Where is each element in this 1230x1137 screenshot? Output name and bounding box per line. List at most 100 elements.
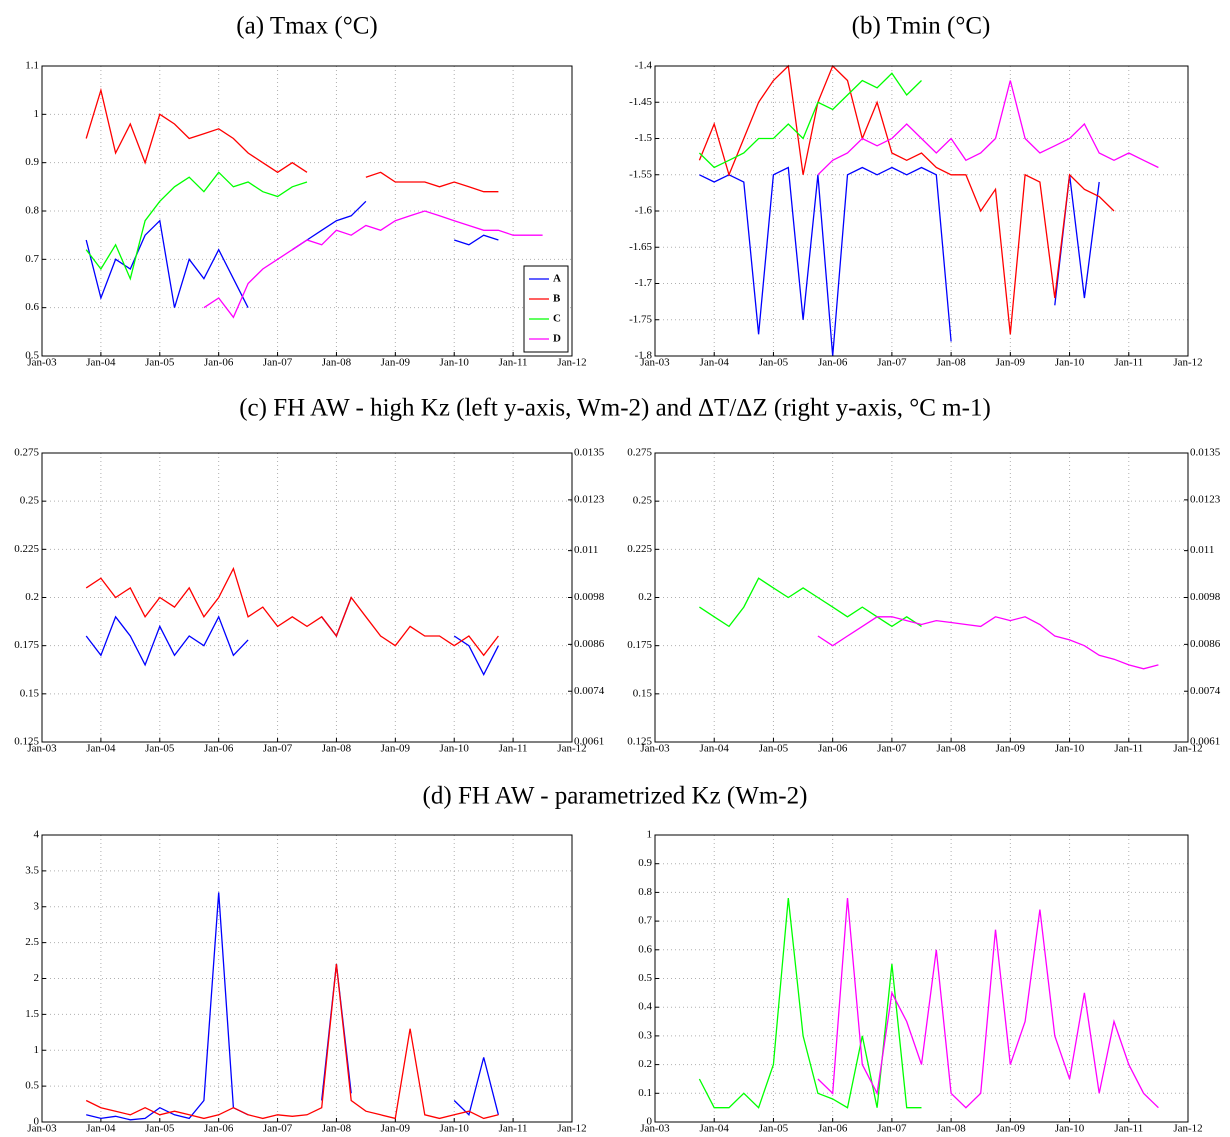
x-tick-label: Jan-11 <box>499 743 528 755</box>
y2-tick-label: 0.0135 <box>574 447 605 459</box>
plot-frame <box>41 834 573 1123</box>
y-tick-label: 0.275 <box>627 447 652 459</box>
x-tick-label: Jan-08 <box>322 1123 352 1135</box>
series-line <box>817 80 1159 176</box>
y2-tick-label: 0.011 <box>574 544 598 556</box>
x-tick-label: Jan-03 <box>27 357 57 369</box>
y-tick-label: -1.55 <box>629 168 652 180</box>
x-tick-label: Jan-09 <box>381 1123 411 1135</box>
y-tick-label: 2 <box>34 972 40 984</box>
x-tick-label: Jan-10 <box>1055 743 1085 755</box>
y-tick-label: 1 <box>34 1044 40 1056</box>
y-tick-label: 0.9 <box>25 156 39 168</box>
x-tick-label: Jan-05 <box>759 357 789 369</box>
y-tick-label: -1.6 <box>635 205 653 217</box>
plot-area <box>655 835 1188 1122</box>
y2-tick-label: 0.0123 <box>574 493 605 505</box>
x-tick-label: Jan-12 <box>557 1123 586 1135</box>
y-tick-label: -1.45 <box>629 96 652 108</box>
series-line <box>85 171 308 281</box>
x-tick-label: Jan-05 <box>759 743 789 755</box>
y-tick-label: 0.9 <box>638 857 652 869</box>
x-tick-label: Jan-08 <box>322 357 352 369</box>
x-tick-label: Jan-09 <box>381 743 411 755</box>
y-tick-label: 0.5 <box>25 350 39 362</box>
x-tick-label: Jan-10 <box>1055 1123 1085 1135</box>
y-tick-label: -1.75 <box>629 313 652 325</box>
x-tick-label: Jan-12 <box>557 357 586 369</box>
legend-label: D <box>553 333 561 345</box>
x-tick-label: Jan-12 <box>1173 1123 1202 1135</box>
plot-area <box>655 66 1188 356</box>
y-tick-label: 0.1 <box>638 1087 652 1099</box>
x-tick-label: Jan-10 <box>440 1123 470 1135</box>
series-line <box>453 234 499 246</box>
y2-tick-label: 0.0074 <box>1190 685 1221 697</box>
y-tick-label: 0.25 <box>20 495 40 507</box>
x-tick-label: Jan-03 <box>27 1123 57 1135</box>
x-tick-label: Jan-06 <box>818 743 848 755</box>
y-tick-label: -1.7 <box>635 277 653 289</box>
x-tick-label: Jan-04 <box>700 357 730 369</box>
y2-tick-label: 0.0061 <box>1190 736 1220 748</box>
series-line <box>698 898 922 1109</box>
x-tick-label: Jan-03 <box>27 743 57 755</box>
x-tick-label: Jan-07 <box>263 1123 293 1135</box>
x-tick-label: Jan-07 <box>877 357 907 369</box>
y2-tick-label: 0.0123 <box>1190 493 1221 505</box>
plot-frame <box>654 65 1189 357</box>
y-tick-label: 0.175 <box>14 639 39 651</box>
x-tick-label: Jan-04 <box>86 743 116 755</box>
legend-label: B <box>553 293 561 305</box>
y2-tick-label: 0.0098 <box>574 591 605 603</box>
y-tick-label: 0.6 <box>25 301 39 313</box>
y-tick-label: 0.2 <box>638 1058 652 1070</box>
x-tick-label: Jan-03 <box>640 743 670 755</box>
x-tick-label: Jan-08 <box>936 357 966 369</box>
series-line <box>85 615 249 667</box>
x-tick-label: Jan-12 <box>1173 357 1202 369</box>
y-tick-label: 1.1 <box>25 60 39 72</box>
plot-frame <box>41 65 573 357</box>
x-tick-label: Jan-03 <box>640 357 670 369</box>
y-tick-label: 1 <box>647 829 653 841</box>
series-line <box>698 72 922 169</box>
panel-title: (d) FH AW - parametrized Kz (Wm-2) <box>423 783 808 810</box>
y-tick-label: 0.8 <box>638 886 652 898</box>
series-line <box>817 898 1159 1109</box>
series-line <box>817 616 1159 670</box>
y-tick-label: 0.5 <box>638 972 652 984</box>
y-tick-label: 1 <box>34 108 40 120</box>
series-line <box>699 577 922 628</box>
x-tick-label: Jan-11 <box>1114 1123 1143 1135</box>
x-tick-label: Jan-11 <box>499 357 528 369</box>
x-tick-label: Jan-08 <box>936 743 966 755</box>
x-tick-label: Jan-06 <box>818 357 848 369</box>
x-tick-label: Jan-06 <box>204 1123 234 1135</box>
x-tick-label: Jan-04 <box>86 357 116 369</box>
plot-frame <box>41 452 573 743</box>
x-tick-label: Jan-11 <box>1114 743 1143 755</box>
series-line <box>85 219 249 308</box>
x-tick-label: Jan-07 <box>877 1123 907 1135</box>
x-tick-label: Jan-10 <box>1055 357 1085 369</box>
x-tick-label: Jan-09 <box>996 743 1026 755</box>
x-tick-label: Jan-08 <box>322 743 352 755</box>
y2-tick-label: 0.0074 <box>574 685 605 697</box>
y-tick-label: 0.7 <box>25 253 39 265</box>
y-tick-label: 0.225 <box>627 543 652 555</box>
y-tick-label: 0 <box>34 1116 40 1128</box>
y-tick-label: -1.65 <box>629 241 652 253</box>
y2-tick-label: 0.0098 <box>1190 591 1221 603</box>
x-tick-label: Jan-06 <box>204 743 234 755</box>
y-tick-label: 0.25 <box>633 495 653 507</box>
panel-title: (b) Tmin (°C) <box>852 13 991 40</box>
x-tick-label: Jan-04 <box>700 743 730 755</box>
x-tick-label: Jan-12 <box>1173 743 1202 755</box>
x-tick-label: Jan-10 <box>440 357 470 369</box>
y-tick-label: 0.275 <box>14 447 39 459</box>
x-tick-label: Jan-07 <box>263 357 293 369</box>
y-tick-label: 0.175 <box>627 639 652 651</box>
y2-tick-label: 0.0086 <box>574 638 605 650</box>
